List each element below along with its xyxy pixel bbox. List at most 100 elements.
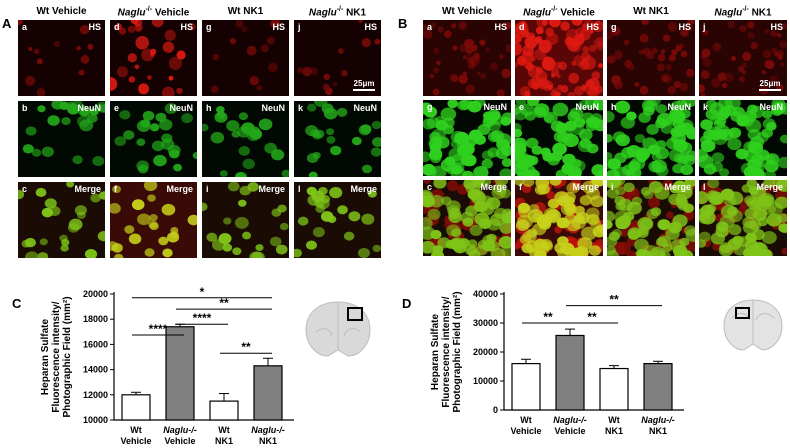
panel-b-subpanel-letter: h [611,102,617,112]
bar [121,394,151,421]
panel-b-stain-label: Merge [756,182,783,192]
significance-label: ** [241,340,251,354]
panel-b-stain-label: HS [678,22,691,32]
panel-a-stain-label: HS [272,22,285,32]
panel-a-stain-label: Merge [166,184,193,194]
panel-b-letter: B [398,16,408,31]
panel-b-stain-label: HS [494,22,507,32]
significance-label: ** [543,310,553,324]
y-tick-label: 0 [493,405,498,415]
x-category-label: Wt [520,415,532,425]
x-category-label: Wt [130,425,142,435]
y-tick-label: 20000 [473,347,498,357]
significance-label: ** [219,296,229,310]
x-category-label: Wt [608,415,620,425]
panel-a-stain-label: Merge [74,184,101,194]
panel-b-subpanel-letter: g [427,102,433,112]
significance-label: ** [609,293,619,307]
panel-a-scale-bar: 25μm [353,79,375,91]
panel-b-scale-bar: 25μm [759,79,781,91]
bar [511,362,541,411]
panel-b-subpanel-letter: e [519,102,525,112]
panel-b-stain-label: HS [770,22,783,32]
panel-b-subpanel-letter: i [611,182,614,192]
panel-a-stain-label: Merge [258,184,285,194]
panel-b-subpanel-letter: a [427,22,433,32]
panel-b-micrograph-neun: g NeuN [423,100,511,176]
panel-a-micrograph-neun: b NeuN [18,101,105,177]
y-tick-label: 10000 [473,376,498,386]
panel-a-subpanel-letter: l [298,184,301,194]
bar [165,326,195,421]
panel-b-column-header: Wt NK1 [633,6,669,17]
x-category-label: Wt [218,425,230,435]
panel-a-column-header: Wt Vehicle [36,6,87,17]
panel-a-micrograph-merge: i Merge [202,182,289,258]
x-category-label: NK1 [259,436,277,446]
panel-b-micrograph-hs: j HS 25μm [699,20,787,96]
panel-a-micrograph-merge: f Merge [110,182,197,258]
panel-b-stain-label: HS [586,22,599,32]
panel-b-column-header: Wt Vehicle [441,6,493,17]
panel-b-micrograph-neun: k NeuN [699,100,787,176]
panel-a-subpanel-letter: a [22,22,28,32]
panel-a-subpanel-letter: j [298,22,301,32]
coronal-brain-hippocampus-diagram [723,299,783,351]
bar [555,334,585,411]
significance-label: **** [193,311,212,325]
panel-a-stain-label: HS [180,22,193,32]
panel-a-micrograph-hs: g HS [202,20,289,96]
panel-b-column-header: Naglu-/- NK1 [714,6,772,19]
x-category-label: NK1 [215,436,233,446]
y-tick-label: 10000 [83,415,108,425]
panel-a-micrograph-neun: h NeuN [202,101,289,177]
panel-a-stain-label: NeuN [77,103,101,113]
panel-b-micrograph-hs: g HS [607,20,695,96]
x-category-label: Naglu-/- [641,415,675,425]
panel-a-micrograph-neun: k NeuN [294,101,381,177]
panel-a-letter: A [2,16,12,31]
y-axis-label: Fluorescence intensity/ [441,296,452,407]
x-category-label: Vehicle [510,426,541,436]
x-category-label: Naglu-/- [163,425,197,435]
panel-a-subpanel-letter: f [114,184,117,194]
panel-a-subpanel-letter: c [22,184,28,194]
panel-b-stain-label: Merge [664,182,691,192]
panel-d-letter: D [402,296,412,311]
panel-a-subpanel-letter: b [22,103,28,113]
panel-b-micrograph-neun: h NeuN [607,100,695,176]
panel-b-subpanel-letter: g [611,22,617,32]
panel-a-stain-label: NeuN [261,103,285,113]
bar [209,400,239,421]
panel-b-micrograph-hs: d HS [515,20,603,96]
significance-label: **** [149,322,168,336]
panel-b-subpanel-letter: l [703,182,706,192]
coronal-brain-cortex-diagram [305,301,371,357]
y-tick-label: 14000 [83,365,108,375]
y-tick-label: 16000 [83,339,108,349]
panel-b-subpanel-letter: j [703,22,706,32]
panel-b-column-header: Naglu-/- Vehicle [523,6,595,19]
panel-d-bar-chart: Heparan Sulfate Fluorescence intensity/Ph… [430,289,684,436]
panel-a-subpanel-letter: d [114,22,120,32]
y-tick-label: 40000 [473,289,498,299]
panel-a-subpanel-letter: e [114,103,120,113]
panel-b-micrograph-merge: c Merge [423,180,511,256]
bar [253,365,283,421]
y-tick-label: 30000 [473,318,498,328]
y-axis-label: Heparan Sulfate [430,313,441,390]
panel-a-micrograph-merge: c Merge [18,182,105,258]
panel-b-micrograph-hs: a HS [423,20,511,96]
panel-b-micrograph-merge: i Merge [607,180,695,256]
panel-a-micrograph-hs: j HS 25μm [294,20,381,96]
panel-a-stain-label: HS [364,22,377,32]
x-category-label: Naglu-/- [251,425,285,435]
panel-a-stain-label: NeuN [353,103,377,113]
y-tick-label: 18000 [83,314,108,324]
panel-b-subpanel-letter: f [519,182,522,192]
significance-label: ** [587,310,597,324]
panel-a-subpanel-letter: g [206,22,212,32]
bar [643,362,673,411]
panel-b-stain-label: Merge [572,182,599,192]
panel-b-stain-label: NeuN [759,102,783,112]
